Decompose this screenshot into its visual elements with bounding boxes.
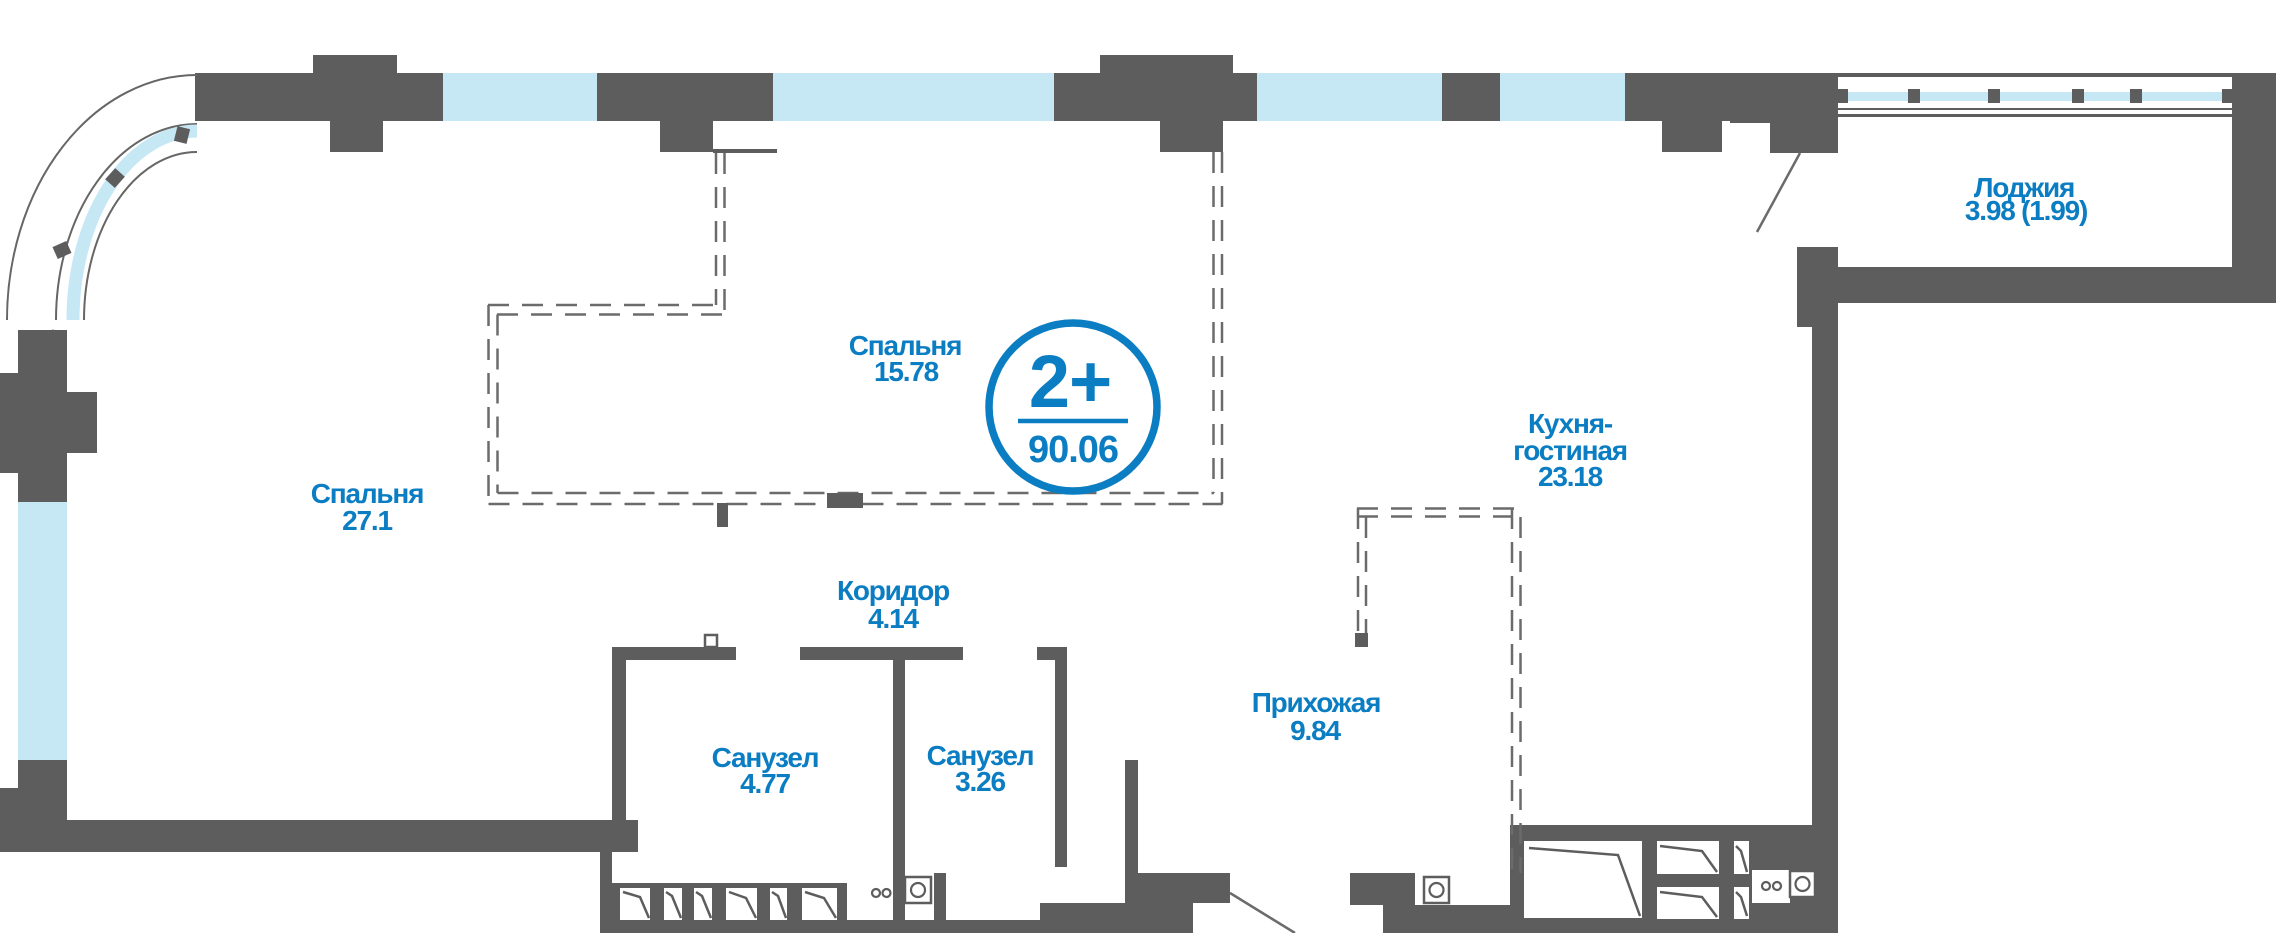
appliance-hallway — [1422, 875, 1451, 905]
apartment-badge: 2+ 90.06 — [985, 319, 1161, 495]
room-name: Спальня — [849, 330, 962, 361]
room-area: 15.78 — [874, 356, 939, 387]
room-name: Кухня- — [1528, 408, 1613, 439]
room-label-hallway: Прихожая 9.84 — [1252, 687, 1382, 746]
room-label-bedroom-1: Спальня 27.1 — [311, 478, 425, 536]
walls — [0, 55, 2276, 933]
room-name: Санузел — [712, 742, 819, 773]
kitchen-units — [1524, 841, 1817, 919]
room-area: 9.84 — [1290, 715, 1341, 746]
washer-bathroom — [870, 875, 933, 905]
fixtures — [620, 841, 1817, 920]
badge-circle — [985, 319, 1161, 495]
room-name: гостиная — [1513, 435, 1627, 466]
dashed-partitions — [487, 152, 1522, 873]
room-label-kitchen-living: Кухня- гостиная 23.18 — [1513, 408, 1628, 492]
door-swings — [703, 152, 1802, 933]
room-labels: Спальня 27.1 Спальня 15.78 Коридор 4.14 … — [311, 172, 2089, 799]
room-area: 23.18 — [1538, 461, 1603, 492]
loggia-facade — [1838, 73, 2232, 117]
room-name: Прихожая — [1252, 687, 1381, 718]
room-name: Санузел — [927, 740, 1034, 771]
curved-wall — [6, 74, 287, 349]
room-area: 4.14 — [868, 603, 919, 634]
room-area: 3.26 — [955, 766, 1005, 797]
room-label-bedroom-2: Спальня 15.78 — [849, 330, 963, 387]
room-area: 3.98 (1.99) — [1965, 195, 2087, 226]
room-name: Коридор — [837, 575, 949, 606]
badge-total-area: 90.06 — [1028, 429, 1118, 471]
room-area: 4.77 — [740, 768, 790, 799]
room-label-bathroom-2: Санузел 3.26 — [927, 740, 1035, 797]
room-label-bathroom-1: Санузел 4.77 — [712, 742, 820, 799]
room-area: 27.1 — [342, 505, 392, 536]
room-label-loggia: Лоджия 3.98 (1.99) — [1965, 172, 2088, 226]
wardrobe-cabinets — [620, 888, 838, 920]
badge-rooms-count: 2+ — [1029, 340, 1111, 423]
windows — [18, 73, 1625, 760]
room-label-corridor: Коридор 4.14 — [837, 575, 950, 634]
room-name: Спальня — [311, 478, 424, 509]
room-name: Лоджия — [1974, 172, 2074, 203]
